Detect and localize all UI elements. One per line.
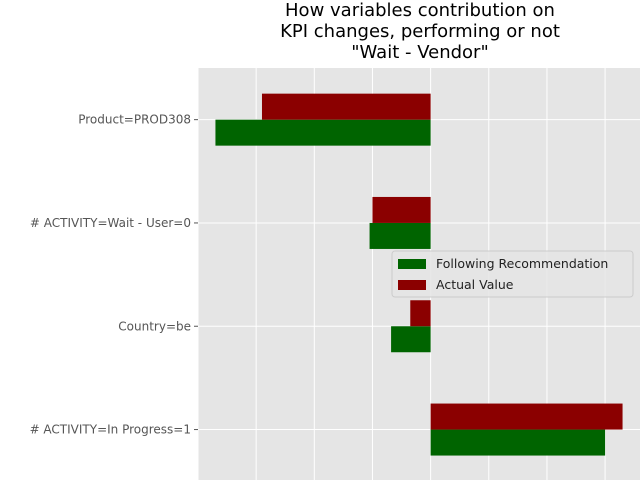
chart-title-line-2: KPI changes, performing or not (280, 21, 560, 42)
legend: Following Recommendation Actual Value (391, 250, 634, 298)
y-tick-label: Country=be (118, 319, 191, 333)
legend-box (391, 250, 634, 298)
bar-actual-value (410, 300, 431, 327)
chart-title-line-3: "Wait - Vendor" (351, 42, 488, 63)
y-tick-label: Product=PROD308 (78, 113, 191, 127)
bar-following-recommendation (430, 429, 606, 456)
bar-following-recommendation (391, 326, 431, 353)
bar-following-recommendation (215, 119, 431, 146)
legend-swatch-actual-value (398, 280, 426, 290)
bar-actual-value (261, 93, 431, 120)
legend-label-following-recommendation: Following Recommendation (436, 256, 608, 271)
chart-title-line-1: How variables contribution on (285, 0, 555, 21)
legend-swatch-following-recommendation (398, 259, 426, 269)
legend-label-actual-value: Actual Value (436, 277, 514, 292)
y-axis-ticks: Product=PROD308 # ACTIVITY=Wait - User=0 C… (30, 113, 198, 437)
bar-following-recommendation (369, 222, 431, 249)
y-tick-label: # ACTIVITY=In Progress=1 (30, 423, 191, 437)
chart-title: How variables contribution on KPI change… (280, 0, 560, 63)
bar-actual-value (430, 403, 623, 430)
bars (215, 93, 623, 456)
bar-actual-value (372, 196, 431, 223)
y-tick-label: # ACTIVITY=Wait - User=0 (30, 216, 191, 230)
